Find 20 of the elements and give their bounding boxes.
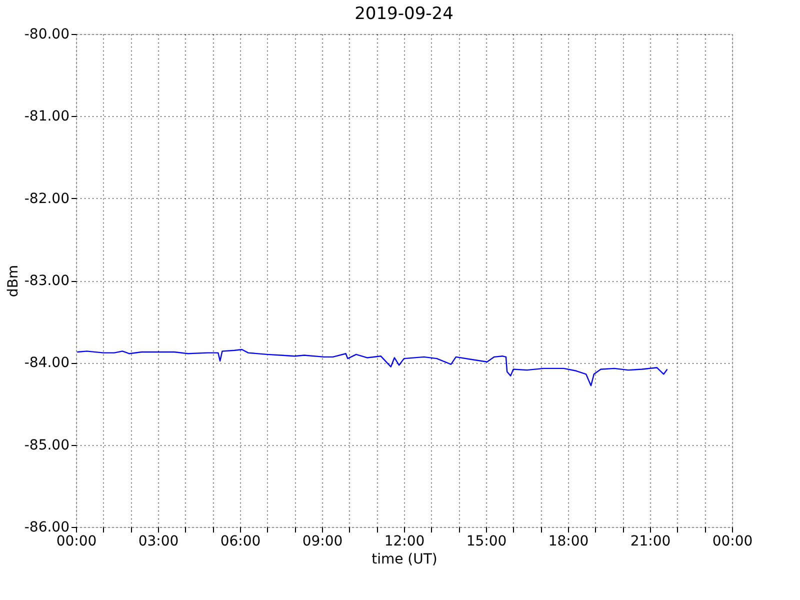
line-series	[76, 348, 668, 386]
y-tick-label: -85.00	[24, 437, 70, 454]
x-tick-label: 00:00	[712, 534, 753, 550]
x-tick-label: 03:00	[138, 534, 179, 550]
chart-title: 2019-09-24	[354, 4, 454, 24]
y-tick-label: -86.00	[24, 520, 70, 536]
x-tick-label: 09:00	[302, 534, 343, 550]
y-tick-label: -81.00	[24, 108, 70, 125]
x-tick-label: 18:00	[548, 534, 589, 550]
x-tick-label: 15:00	[466, 534, 507, 550]
y-tick-label: -84.00	[24, 355, 70, 372]
x-tick-label: 21:00	[630, 534, 671, 550]
x-tick-label: 12:00	[384, 534, 425, 550]
y-tick-label: -80.00	[24, 26, 70, 42]
x-tick-label: 06:00	[220, 534, 261, 550]
y-tick-label: -83.00	[24, 273, 70, 289]
y-tick-label: -82.00	[24, 190, 70, 207]
x-tick-label: 00:00	[56, 534, 97, 550]
y-axis-title: dBm	[5, 264, 22, 298]
x-axis-title: time (UT)	[372, 552, 438, 568]
